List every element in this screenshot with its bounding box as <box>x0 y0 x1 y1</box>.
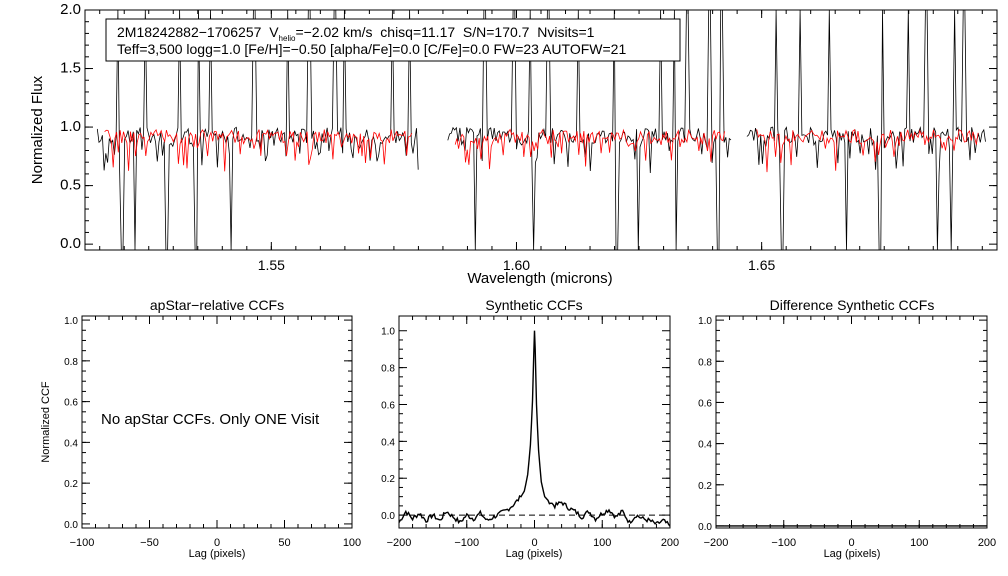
difference-ccf-x-axis-label: Lag (pixels) <box>824 548 881 560</box>
spectrum-x-tick-label: 1.65 <box>748 257 775 273</box>
synthetic-ccf-y-tick-label: 0.4 <box>381 437 395 448</box>
synthetic-ccf-x-tick-label: −100 <box>454 537 479 549</box>
spectrum-info-box: 2M18242882−1706257 Vhelio=−2.02 km/s chi… <box>105 18 681 62</box>
apstar-ccf-ticks: −100 −50 0 50 100 0.0 0.2 0.4 0.6 0.8 1.0 <box>64 316 361 549</box>
chisq: chisq=11.17 <box>380 24 455 40</box>
synthetic-ccf-x-tick-label: 200 <box>661 537 679 549</box>
synthetic-ccf-title: Synthetic CCFs <box>485 297 582 313</box>
difference-ccf-y-tick-label: 0.8 <box>698 357 712 368</box>
apstar-ccf-y-tick-label: 0.8 <box>64 357 78 368</box>
difference-ccf-panel: Difference Synthetic CCFs −200 −100 0 100 20… <box>698 297 996 560</box>
apstar-ccf-x-tick-label: −100 <box>70 537 95 549</box>
synthetic-ccf-panel: Synthetic CCFs −200 −100 0 100 200 0.0 0.2 0.4 0… <box>381 297 679 560</box>
star-id: 2M18242882−1706257 <box>117 24 262 40</box>
synthetic-ccf-y-tick-label: 1.0 <box>381 327 395 338</box>
difference-ccf-y-tick-label: 0.0 <box>698 522 712 533</box>
synthetic-ccf-x-axis-label: Lag (pixels) <box>506 548 563 560</box>
spectrum-y-tick-label: 0.5 <box>60 177 81 194</box>
spectrum-y-tick-label: 1.0 <box>60 118 81 135</box>
synthetic-ccf-y-tick-label: 0.6 <box>381 400 395 411</box>
difference-ccf-y-tick-label: 0.4 <box>698 440 712 451</box>
synthetic-ccf-x-tick-label: 100 <box>593 537 611 549</box>
difference-ccf-ticks: −200 −100 0 100 200 0.0 0.2 0.4 0.6 0.8 1.0 <box>698 316 996 549</box>
spectrum-x-tick-label: 1.55 <box>258 257 285 273</box>
spectrum-ticks: 1.55 1.60 1.65 0.0 0.5 1.0 1.5 2.0 <box>60 1 997 273</box>
synthetic-ccf-plot-area <box>398 330 671 527</box>
difference-ccf-frame <box>715 315 988 529</box>
synthetic-ccf-y-tick-label: 0.2 <box>381 474 395 485</box>
apstar-ccf-y-tick-label: 1.0 <box>64 316 78 327</box>
synthetic-ccf-y-tick-label: 0.8 <box>381 364 395 375</box>
svg-text:2M18242882−1706257 Vhelio=−2.: 2M18242882−1706257 Vhelio=−2.02 km/s chi… <box>117 24 595 43</box>
difference-ccf-x-tick-label: −200 <box>704 537 729 549</box>
vhelio-label: V <box>269 24 279 40</box>
spectrum-y-tick-label: 0.0 <box>60 235 81 252</box>
synthetic-ccf-y-tick-label: 0.0 <box>381 511 395 522</box>
spectrum-y-tick-label: 2.0 <box>60 1 81 18</box>
difference-ccf-x-tick-label: −100 <box>771 537 796 549</box>
apstar-ccf-y-tick-label: 0.6 <box>64 398 78 409</box>
apstar-ccf-y-tick-label: 0.2 <box>64 479 78 490</box>
apstar-ccf-x-axis-label: Lag (pixels) <box>189 548 246 560</box>
synthetic-ccf-x-tick-label: −200 <box>387 537 412 549</box>
nvisits: Nvisits=1 <box>537 24 594 40</box>
spectrum-x-axis-label: Wavelength (microns) <box>467 270 612 287</box>
spectrum-y-tick-label: 1.5 <box>60 60 81 77</box>
vhelio-value: =−2.02 km/s <box>295 24 372 40</box>
apstar-ccf-x-tick-label: −50 <box>140 537 159 549</box>
difference-ccf-x-tick-label: 200 <box>978 537 996 549</box>
difference-ccf-x-tick-label: 0 <box>848 537 854 549</box>
difference-ccf-y-tick-label: 1.0 <box>698 316 712 327</box>
apstar-ccf-annotation: No apStar CCFs. Only ONE Visit <box>101 411 320 428</box>
model-spectrum-line <box>104 128 979 173</box>
spectrum-panel: 1.55 1.60 1.65 0.0 0.5 1.0 1.5 2.0 Wavelength (… <box>29 1 998 287</box>
difference-ccf-y-tick-label: 0.2 <box>698 481 712 492</box>
synthetic-ccf-ticks: −200 −100 0 100 200 0.0 0.2 0.4 0.6 0.8 1.0 <box>381 316 679 549</box>
difference-ccf-title: Difference Synthetic CCFs <box>770 297 935 313</box>
difference-ccf-x-tick-label: 100 <box>910 537 928 549</box>
apstar-ccf-x-tick-label: 100 <box>343 537 361 549</box>
apstar-ccf-x-tick-label: 50 <box>278 537 290 549</box>
vhelio-subscript: helio <box>279 34 296 43</box>
stellar-parameters: Teff=3,500 logg=1.0 [Fe/H]=−0.50 [alpha/… <box>117 41 626 57</box>
difference-ccf-y-tick-label: 0.6 <box>698 398 712 409</box>
apstar-ccf-panel: apStar−relative CCFs −100 −50 0 50 100 0.0 0.2… <box>40 297 361 560</box>
signal-to-noise: S/N=170.7 <box>463 24 530 40</box>
synthetic-ccf-x-tick-label: 0 <box>531 537 537 549</box>
apstar-ccf-title: apStar−relative CCFs <box>150 297 284 313</box>
apstar-ccf-x-tick-label: 0 <box>214 537 220 549</box>
synthetic-ccf-ccf-line <box>398 330 671 527</box>
spectrum-x-tick-label: 1.60 <box>503 257 530 273</box>
apstar-ccf-y-axis-label: Normalized CCF <box>40 381 52 463</box>
apstar-ccf-y-tick-label: 0.4 <box>64 438 78 449</box>
apstar-ccf-y-tick-label: 0.0 <box>64 520 78 531</box>
spectrum-y-axis-label: Normalized Flux <box>29 75 46 184</box>
spectrum-plot-area <box>96 9 986 251</box>
